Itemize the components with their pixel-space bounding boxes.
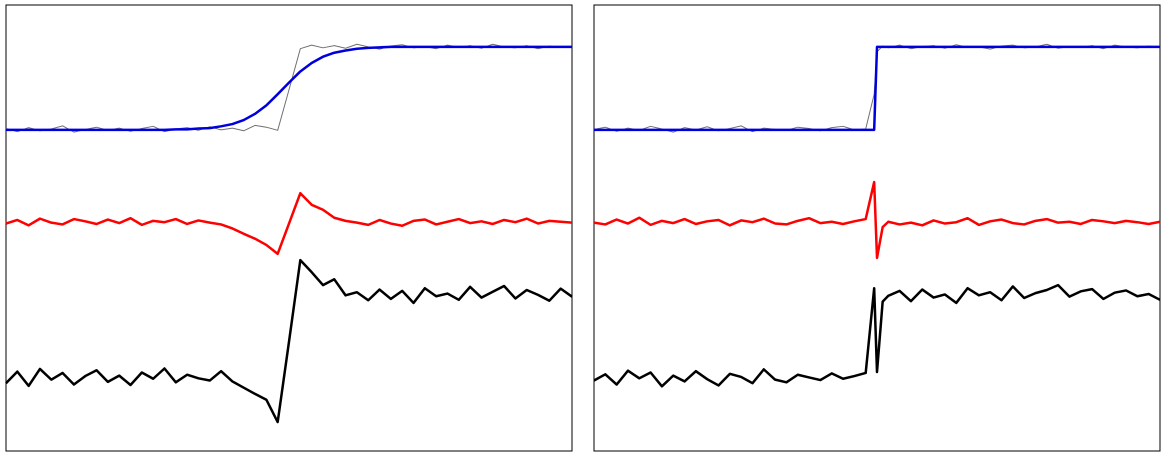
series-line <box>6 45 572 132</box>
series-line <box>5 191 573 256</box>
series-line <box>594 45 1160 132</box>
series-line <box>593 283 1161 388</box>
series-line <box>593 180 1161 260</box>
panel-frame <box>5 4 573 452</box>
series-line <box>5 258 573 424</box>
